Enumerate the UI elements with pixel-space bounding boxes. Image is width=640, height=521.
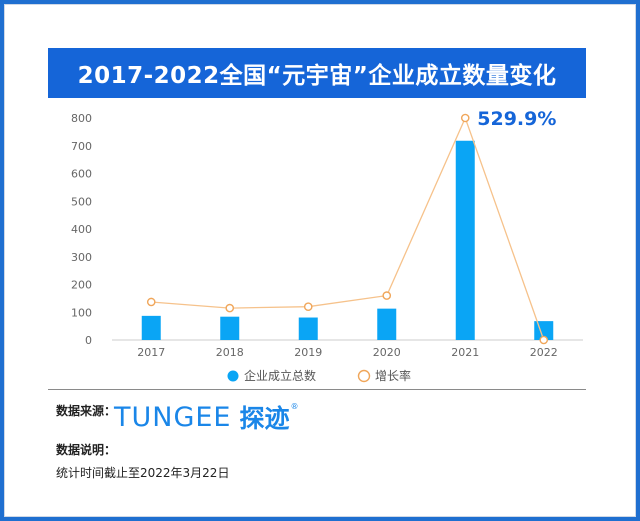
x-tick-label: 2020: [373, 346, 401, 359]
x-tick-label: 2017: [137, 346, 165, 359]
y-tick-label: 700: [71, 140, 92, 153]
y-tick-label: 600: [71, 168, 92, 181]
tungee-logo: TUNGEE 探迹 ®: [114, 400, 299, 434]
legend-swatch-line: [357, 369, 371, 383]
bar: [455, 140, 475, 340]
y-tick-label: 200: [71, 279, 92, 292]
y-tick-label: 100: [71, 306, 92, 319]
note-text: 统计时间截止至2022年3月22日: [56, 466, 230, 480]
x-tick-label: 2021: [451, 346, 479, 359]
legend-swatch-bar: [227, 370, 239, 382]
bar: [141, 315, 161, 340]
line-point: [539, 335, 549, 345]
logo-cjk: 探迹: [239, 404, 290, 433]
logo-latin: TUNGEE: [114, 401, 232, 433]
y-tick-label: 400: [71, 223, 92, 236]
logo-registered-mark: ®: [290, 402, 299, 411]
bar: [377, 308, 397, 340]
x-tick-label: 2019: [294, 346, 322, 359]
chart-title: 2017-2022全国“元宇宙”企业成立数量变化: [48, 48, 586, 98]
line-point: [460, 113, 470, 123]
legend-label-bar: 企业成立总数: [244, 368, 316, 383]
y-tick-label: 500: [71, 195, 92, 208]
y-tick-label: 0: [85, 334, 92, 347]
line-series-path: [151, 116, 545, 341]
divider: [48, 389, 586, 390]
source-label: 数据来源：: [56, 404, 117, 418]
annotation-label: 529.9%: [477, 108, 556, 130]
line-point: [303, 302, 313, 312]
bar: [220, 316, 240, 340]
bar: [298, 317, 318, 340]
y-tick-label: 300: [71, 251, 92, 264]
legend-label-line: 增长率: [375, 368, 411, 383]
line-point: [382, 291, 392, 300]
line-point: [225, 303, 235, 313]
x-tick-label: 2022: [530, 346, 558, 359]
note-label: 数据说明：: [56, 443, 117, 457]
y-tick-label: 800: [71, 112, 92, 125]
line-point: [146, 297, 156, 307]
x-tick-label: 2018: [216, 346, 244, 359]
